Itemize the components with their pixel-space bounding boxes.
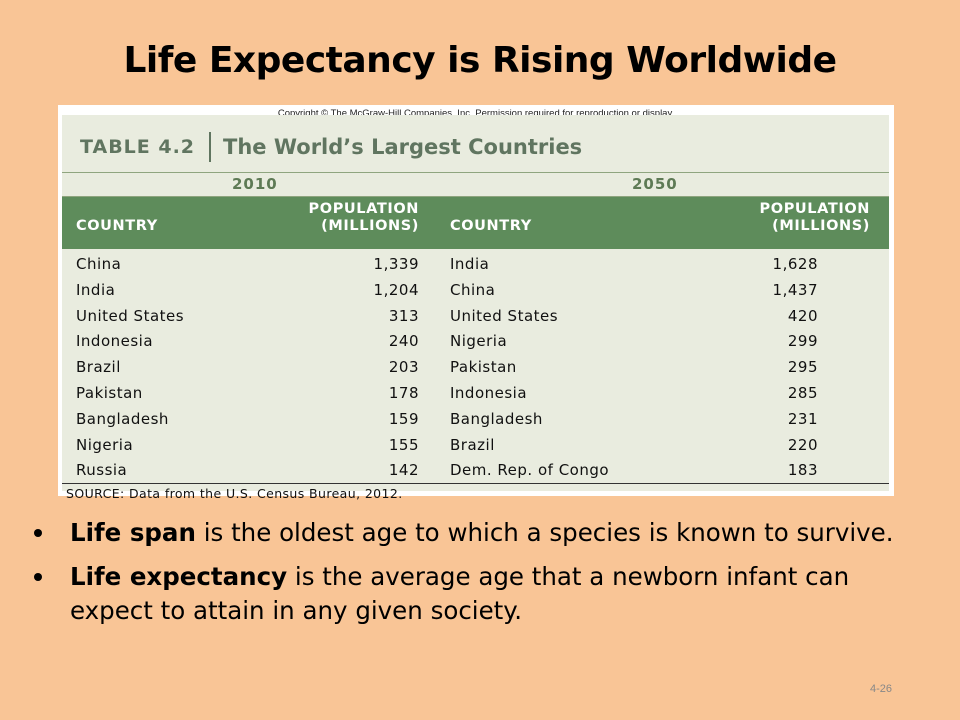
- country-2050-cell: United States: [450, 306, 559, 325]
- table-panel: TABLE 4.2 The World’s Largest Countries …: [62, 115, 889, 501]
- bullet-text: is the oldest age to which a species is …: [195, 518, 894, 547]
- country-2010-cell: China: [76, 255, 122, 273]
- country-2050-cell: India: [450, 255, 490, 273]
- top-rule: [62, 172, 889, 173]
- table-body: China 1,339 India 1,628 India 1,204 China 1,437…: [62, 252, 889, 484]
- country-2010-cell: India: [76, 280, 116, 299]
- table-row: Brazil 203 Pakistan 295: [62, 355, 889, 381]
- population-2050-cell: 295: [787, 358, 818, 377]
- country-2050-cell: Brazil: [450, 435, 495, 454]
- population-2050-cell: 1,437: [772, 280, 818, 299]
- bullet-text: is the average age that a newborn infant…: [70, 562, 850, 625]
- population-2050-cell: 183: [787, 461, 818, 480]
- page-number: 4-26: [870, 683, 893, 695]
- column-header-band: COUNTRY POPULATION (MILLIONS) COUNTRY PO…: [62, 197, 889, 249]
- table-row: Nigeria 155 Brazil 220: [62, 433, 889, 459]
- population-2010-cell: 142: [388, 461, 419, 480]
- bullet-item: Life span is the oldest age to which a s…: [34, 516, 914, 550]
- header-population-2050-line1: POPULATION: [759, 201, 870, 217]
- country-2050-cell: Bangladesh: [450, 409, 543, 428]
- country-2010-cell: United States: [76, 306, 185, 325]
- country-2050-cell: Pakistan: [450, 358, 517, 377]
- population-2050-cell: 1,628: [772, 255, 818, 273]
- country-2010-cell: Indonesia: [76, 332, 154, 351]
- table-row: India 1,204 China 1,437: [62, 278, 889, 304]
- country-2050-cell: Dem. Rep. of Congo: [450, 461, 610, 480]
- heading-divider: [209, 132, 212, 162]
- bullet-dot-icon: [34, 573, 42, 581]
- population-2010-cell: 313: [388, 306, 419, 325]
- table-figure: Copyright © The McGraw-Hill Companies, I…: [58, 105, 894, 501]
- header-country-2050: COUNTRY: [450, 218, 532, 234]
- bullet-item: Life expectancy is the average age that …: [34, 560, 914, 628]
- table-row: Pakistan 178 Indonesia 285: [62, 381, 889, 407]
- slide-title: Life Expectancy is Rising Worldwide: [123, 40, 837, 81]
- bullet-dot-icon: [34, 529, 42, 537]
- table-caption: The World’s Largest Countries: [223, 135, 583, 159]
- bullet-list: Life span is the oldest age to which a s…: [34, 516, 914, 638]
- header-population-2010-line1: POPULATION: [308, 201, 419, 217]
- country-2010-cell: Russia: [76, 461, 128, 480]
- population-2010-cell: 240: [388, 332, 419, 351]
- bullet-term: Life span: [70, 518, 196, 547]
- bottom-rule: [62, 483, 889, 484]
- population-2050-cell: 420: [787, 306, 818, 325]
- table-heading: TABLE 4.2 The World’s Largest Countries: [80, 130, 880, 164]
- table-row: China 1,339 India 1,628: [62, 252, 889, 278]
- table-number: TABLE 4.2: [80, 136, 196, 158]
- population-2010-cell: 155: [388, 435, 419, 454]
- header-population-2010-line2: (MILLIONS): [321, 218, 419, 234]
- population-2010-cell: 178: [388, 383, 419, 402]
- table-source: SOURCE: Data from the U.S. Census Bureau…: [66, 486, 403, 501]
- population-2010-cell: 159: [388, 409, 419, 428]
- bullet-term: Life expectancy: [70, 562, 288, 591]
- country-2010-cell: Brazil: [76, 358, 121, 377]
- table-row: United States 313 United States 420: [62, 304, 889, 330]
- population-2050-cell: 220: [787, 435, 818, 454]
- table-row: Indonesia 240 Nigeria 299: [62, 329, 889, 355]
- population-2010-cell: 1,339: [373, 255, 419, 273]
- population-2050-cell: 231: [787, 409, 818, 428]
- country-2010-cell: Pakistan: [76, 383, 143, 402]
- header-population-2050-line2: (MILLIONS): [772, 218, 870, 234]
- table-row: Russia 142 Dem. Rep. of Congo 183: [62, 458, 889, 484]
- country-2010-cell: Nigeria: [76, 435, 134, 454]
- population-2010-cell: 1,204: [373, 280, 419, 299]
- header-country-2010: COUNTRY: [76, 218, 158, 234]
- year-2050-label: 2050: [632, 175, 678, 193]
- year-2010-label: 2010: [232, 175, 278, 193]
- country-2010-cell: Bangladesh: [76, 409, 169, 428]
- population-2050-cell: 299: [787, 332, 818, 351]
- table-row: Bangladesh 159 Bangladesh 231: [62, 407, 889, 433]
- copyright-notice: Copyright © The McGraw-Hill Companies, I…: [277, 108, 675, 119]
- year-rule: [62, 196, 889, 197]
- population-2050-cell: 285: [787, 383, 818, 402]
- country-2050-cell: Nigeria: [450, 332, 508, 351]
- country-2050-cell: China: [450, 280, 496, 299]
- country-2050-cell: Indonesia: [450, 383, 528, 402]
- population-2010-cell: 203: [388, 358, 419, 377]
